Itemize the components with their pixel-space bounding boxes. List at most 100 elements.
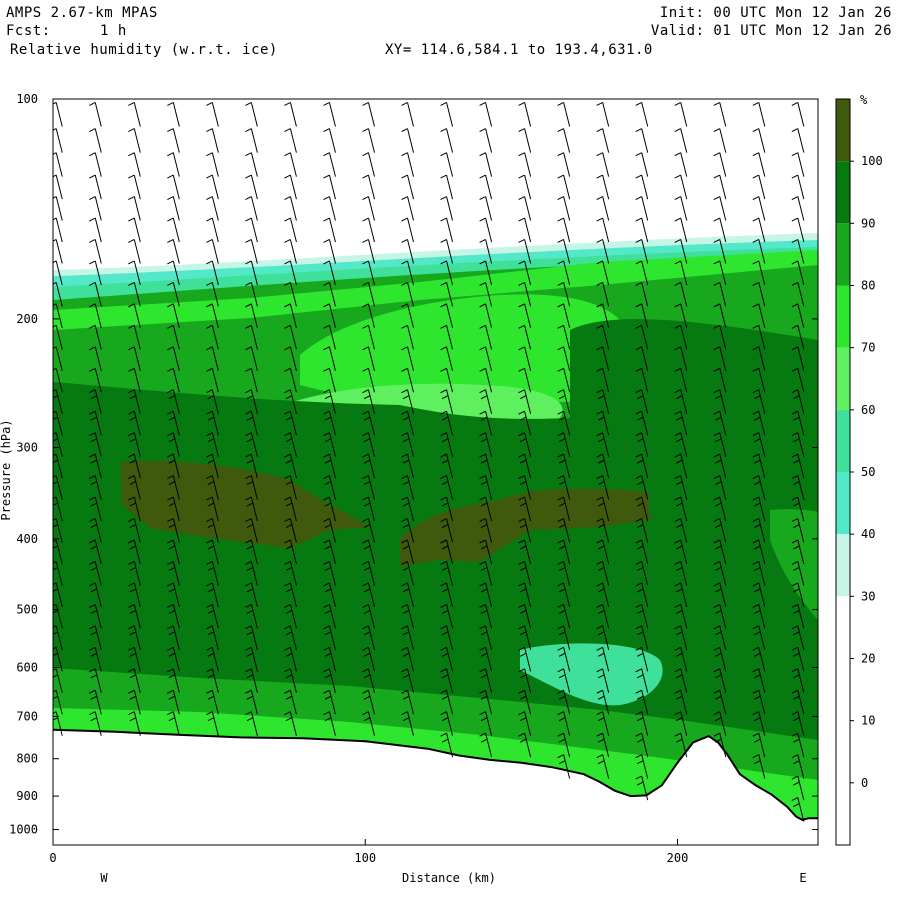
- wind-barb: [401, 281, 415, 307]
- wind-barb: [791, 346, 805, 371]
- rh-slab-70: [53, 250, 818, 330]
- x-axis-ticks: 0 100 200: [49, 839, 688, 865]
- wind-barb: [791, 128, 805, 153]
- wind-barb: [245, 561, 258, 586]
- wind-barb: [752, 128, 766, 153]
- wind-barb: [167, 389, 180, 414]
- wind-barb: [518, 346, 532, 371]
- wind-barb: [440, 539, 454, 565]
- wind-barb: [245, 128, 258, 153]
- wind-barb: [557, 239, 571, 264]
- wind-barb: [713, 102, 727, 127]
- wind-barb: [635, 260, 649, 286]
- west-label: W: [100, 871, 108, 885]
- wind-barb: [635, 561, 649, 586]
- wind-barb: [791, 281, 805, 307]
- wind-barb: [674, 711, 688, 736]
- wind-barb: [323, 561, 336, 586]
- wind-barb: [791, 518, 805, 543]
- wind-barb: [791, 561, 805, 586]
- terrain-line: [53, 728, 818, 821]
- wind-barb: [206, 303, 219, 328]
- wind-barb: [518, 668, 532, 693]
- wind-barb: [479, 518, 493, 543]
- wind-barb: [128, 711, 141, 736]
- wind-barb: [752, 625, 766, 650]
- wind-barb: [362, 432, 375, 457]
- wind-barb: [674, 389, 688, 414]
- wind-barb: [518, 128, 532, 153]
- wind-barb: [245, 625, 258, 650]
- wind-barb: [440, 646, 454, 672]
- wind-barb: [635, 410, 649, 436]
- wind-barb: [713, 603, 727, 629]
- wind-barb: [128, 389, 141, 414]
- model-title: AMPS 2.67-km MPAS: [6, 5, 158, 21]
- wind-barb: [284, 625, 297, 650]
- wind-barb: [167, 367, 180, 393]
- wind-barb: [401, 367, 415, 393]
- wind-barb: [596, 754, 610, 779]
- wind-barb: [206, 324, 219, 350]
- wind-barb: [167, 239, 180, 264]
- wind-barb: [323, 668, 336, 693]
- wind-barb: [206, 625, 219, 650]
- wind-barb: [635, 432, 649, 457]
- wind-barb: [791, 582, 805, 608]
- wind-barb: [479, 475, 493, 500]
- wind-barb: [440, 603, 454, 629]
- wind-barb: [791, 303, 805, 328]
- wind-barb: [557, 539, 571, 565]
- wind-barb: [284, 711, 297, 736]
- wind-barb: [752, 367, 766, 393]
- wind-barb: [206, 518, 219, 543]
- wind-barb: [713, 260, 727, 286]
- wind-barb: [674, 668, 688, 693]
- wind-barb: [674, 603, 688, 629]
- wind-barb: [557, 410, 571, 436]
- wind-barb: [245, 281, 258, 307]
- colorbar-label: 80: [861, 279, 875, 293]
- wind-barb: [557, 389, 571, 414]
- wind-barb: [284, 152, 297, 177]
- wind-barb: [752, 303, 766, 328]
- wind-barb: [752, 152, 766, 177]
- wind-barb: [284, 603, 297, 629]
- wind-barb: [323, 102, 336, 127]
- colorbar-label: 0: [861, 776, 868, 790]
- wind-barb: [362, 689, 375, 715]
- wind-barb: [401, 475, 415, 500]
- wind-barb: [596, 102, 610, 127]
- colorbar-bin: [836, 782, 850, 845]
- wind-barb: [284, 561, 297, 586]
- wind-barb: [284, 102, 297, 127]
- wind-barb: [440, 346, 454, 371]
- wind-barb: [440, 217, 454, 243]
- wind-barb: [362, 625, 375, 650]
- y-tick-label: 200: [16, 312, 38, 326]
- wind-barb: [362, 711, 375, 736]
- wind-barb: [674, 518, 688, 543]
- wind-barb: [791, 754, 805, 779]
- wind-barb: [479, 625, 493, 650]
- wind-barb: [674, 689, 688, 715]
- wind-barb: [713, 625, 727, 650]
- wind-barb: [401, 603, 415, 629]
- wind-barb: [245, 346, 258, 371]
- y-tick-label: 100: [16, 92, 38, 106]
- wind-barb: [518, 453, 532, 479]
- wind-barb: [284, 518, 297, 543]
- wind-barb: [440, 496, 454, 522]
- wind-barb: [557, 303, 571, 328]
- wind-barb: [596, 689, 610, 715]
- wind-barb: [635, 496, 649, 522]
- wind-barb: [479, 410, 493, 436]
- wind-barb: [791, 410, 805, 436]
- wind-barb: [557, 260, 571, 286]
- wind-barb: [635, 518, 649, 543]
- wind-barb: [89, 689, 102, 715]
- wind-barb: [128, 102, 141, 127]
- wind-barb: [440, 475, 454, 500]
- wind-barb: [167, 668, 180, 693]
- wind-barb: [557, 561, 571, 586]
